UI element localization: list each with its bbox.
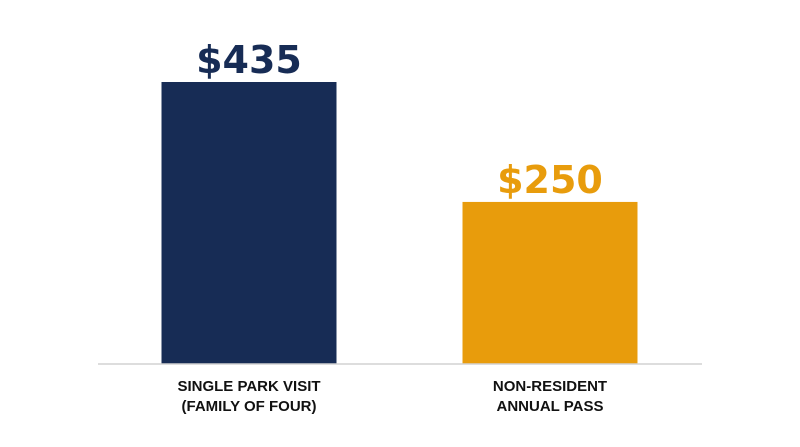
bar-2 [462,201,638,364]
bar-value-label-2: $250 [497,158,603,202]
category-label-1-line-1: SINGLE PARK VISIT [177,378,320,395]
bars-group [161,82,638,364]
bar-1 [161,82,337,364]
category-label-2-line-2: ANNUAL PASS [497,398,604,415]
category-label-1-line-2: (FAMILY OF FOUR) [182,398,317,415]
category-label-2-line-1: NON-RESIDENT [493,378,607,395]
category-labels-group: SINGLE PARK VISIT (FAMILY OF FOUR) NON-RES… [177,378,607,415]
bar-value-label-1: $435 [196,38,302,82]
value-labels-group: $435 $250 [196,38,603,202]
